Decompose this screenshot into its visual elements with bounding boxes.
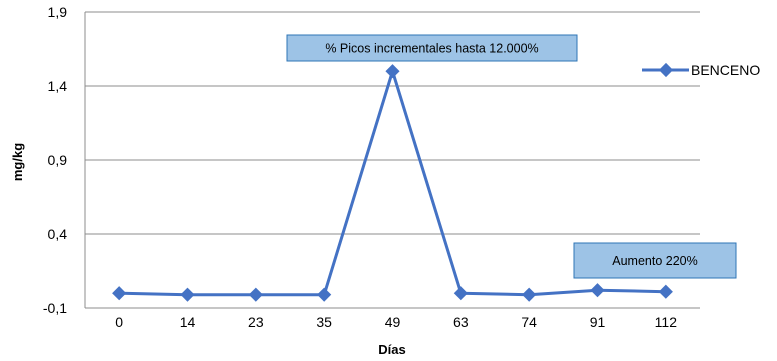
y-tick-label: 0,4 <box>48 226 68 242</box>
x-tick-label: 74 <box>521 314 537 330</box>
data-point-marker <box>180 287 195 302</box>
y-tick-label: 1,4 <box>48 78 68 94</box>
y-tick-label: -0,1 <box>43 300 67 316</box>
annotation-peak-box <box>286 34 578 62</box>
data-point-marker <box>590 283 605 298</box>
gridlines <box>85 11 700 235</box>
y-axis-title: mg/kg <box>10 143 25 181</box>
annotation-increase-box <box>573 242 737 279</box>
x-tick-labels: 0 14 23 35 49 63 74 91 112 <box>115 314 677 330</box>
annotation-peak: % Picos incrementales hasta 12.000% <box>286 34 578 62</box>
x-tick-label: 35 <box>316 314 332 330</box>
y-tick-label: 1,9 <box>48 4 68 20</box>
data-point-marker <box>112 286 127 301</box>
data-point-marker <box>522 287 537 302</box>
x-tick-label: 23 <box>248 314 264 330</box>
x-axis-title: Días <box>378 342 405 357</box>
x-tick-label: 14 <box>180 314 196 330</box>
data-point-marker <box>658 284 673 299</box>
data-point-marker <box>453 286 468 301</box>
legend-marker <box>658 62 674 78</box>
annotation-increase-text: Aumento 220% <box>612 254 697 268</box>
annotation-increase: Aumento 220% <box>573 242 737 279</box>
y-tick-labels: 1,9 1,4 0,9 0,4 -0,1 <box>43 4 67 316</box>
x-tick-label: 91 <box>590 314 606 330</box>
x-tick-label: 112 <box>655 314 678 330</box>
y-tick-label: 0,9 <box>48 152 68 168</box>
legend: BENCENO <box>642 62 760 78</box>
series-layer <box>112 64 673 302</box>
data-point-marker <box>248 287 263 302</box>
data-point-marker <box>385 64 400 79</box>
legend-label: BENCENO <box>691 62 760 78</box>
x-tick-label: 49 <box>385 314 401 330</box>
axes <box>84 12 700 309</box>
x-tick-label: 0 <box>115 314 123 330</box>
annotation-peak-text: % Picos incrementales hasta 12.000% <box>325 42 538 56</box>
data-point-marker <box>317 287 332 302</box>
x-tick-label: 63 <box>453 314 469 330</box>
